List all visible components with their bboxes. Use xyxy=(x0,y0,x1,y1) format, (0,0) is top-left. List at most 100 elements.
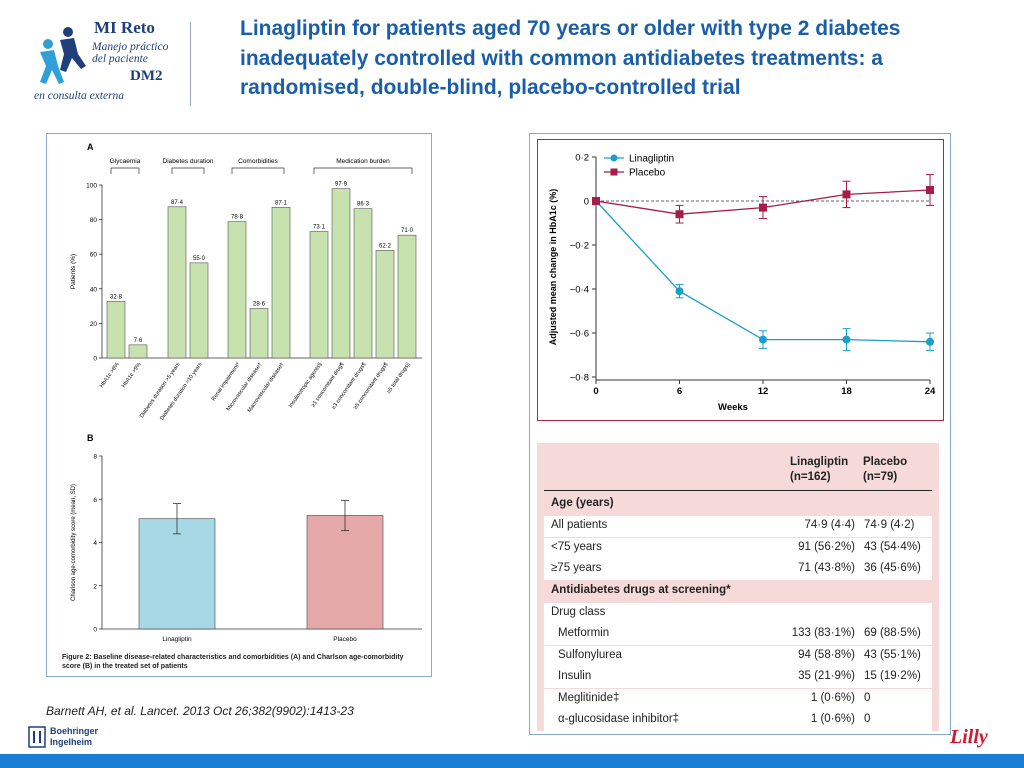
panel-a-data-label: 71·0 xyxy=(401,228,414,234)
line-chart-y-tick-label: −0·6 xyxy=(570,329,589,340)
line-chart-y-tick-label: 0 xyxy=(584,197,589,208)
panel-a-x-tick-label: HbA1c >8% xyxy=(99,362,121,389)
table-row: All patients 74·9 (4·4) 74·9 (4·2) xyxy=(544,516,932,537)
table-row-label: Metformin xyxy=(558,627,610,639)
table-row-label: Sulfonylurea xyxy=(558,648,622,661)
table-cell-placebo: 0 xyxy=(864,713,871,725)
table-cell-placebo: 36 (45·6%) xyxy=(864,562,921,574)
panel-a-bar xyxy=(375,250,395,359)
panel-a-bar xyxy=(167,206,187,359)
panel-a-bar xyxy=(249,308,269,359)
table-row-label: Age (years) xyxy=(551,497,614,509)
panel-a-data-label: 73·1 xyxy=(313,225,326,231)
table-section-header: Age (years) xyxy=(537,494,939,515)
table-cell-placebo: 0 xyxy=(864,691,871,704)
panel-b-x-tick-label: Linagliptin xyxy=(162,636,192,643)
logo-subtitle-3: en consulta externa xyxy=(34,90,125,102)
bar-chart-panel-a: A 0 20 40 60 80 100 Patients (%) Glycaemia Diabet… xyxy=(70,142,422,422)
table-row: ≥75 years 71 (43·8%) 36 (45·6%) xyxy=(544,559,932,580)
bar-chart-panel-b: B 0 2 4 6 8 Charlson age-comorbidity score (me… xyxy=(71,433,422,643)
panel-a-group-label: Medication burden xyxy=(336,158,390,165)
line-chart-y-tick-label: −0·2 xyxy=(570,241,589,252)
line-chart-point-placebo xyxy=(592,197,600,205)
legend-marker-placebo xyxy=(610,168,618,176)
table-cell-linagliptin: 91 (56·2%) xyxy=(798,540,855,553)
table-row-label: ≥75 years xyxy=(551,562,602,574)
panel-a-bar xyxy=(353,208,373,359)
line-chart-point-linagliptin xyxy=(842,335,851,344)
panel-a-bar xyxy=(106,300,126,359)
panel-b-y-label: Charlson age-comorbidity score (mean, SD… xyxy=(71,484,77,601)
panel-a-group-bracket xyxy=(313,167,413,174)
panel-a-y-tick-label: 0 xyxy=(93,356,97,363)
panel-b-y-tick-label: 4 xyxy=(93,540,97,547)
line-chart-x-tick-label: 12 xyxy=(758,386,769,397)
panel-a-x-tick-label: ≥5 total drugs|| xyxy=(386,362,412,395)
line-chart-x-tick-label: 24 xyxy=(925,386,936,397)
line-chart-point-placebo xyxy=(926,186,934,194)
panel-a-x-tick-label: Diabetes duration >10 years xyxy=(159,362,204,422)
legend-label-linagliptin: Linagliptin xyxy=(629,154,674,165)
table-row-label: Drug class xyxy=(551,605,606,618)
panel-a-data-label: 78·8 xyxy=(231,215,244,221)
logo-dm2: DM2 xyxy=(130,68,163,84)
panel-a-group-bracket xyxy=(110,167,140,174)
line-chart-y-tick-label: −0·4 xyxy=(570,285,589,296)
panel-a-data-label: 87·4 xyxy=(171,200,184,206)
table-cell-linagliptin: 35 (21·9%) xyxy=(798,670,855,682)
line-chart-hba1c: 0·2 0 −0·2 −0·4 −0·6 −0·8 0 6 12 18 24 Weeks Adjuste… xyxy=(548,153,936,414)
panel-a-x-tick-label: Diabetes duration >5 years xyxy=(139,362,182,420)
table-row-label: <75 years xyxy=(551,540,602,553)
line-chart-series-linagliptin xyxy=(595,200,931,343)
panel-a-data-label: 32·8 xyxy=(110,294,123,300)
table-cell-linagliptin: 133 (83·1%) xyxy=(791,627,855,639)
boehringer-logo: Boehringer Ingelheim xyxy=(28,724,108,750)
panel-a-x-tick-label: HbA1c >9% xyxy=(121,362,143,389)
table-header-rule xyxy=(544,490,932,491)
panel-a-bar xyxy=(128,344,148,359)
line-chart-x-label: Weeks xyxy=(718,402,748,413)
panel-b-y-tick-label: 8 xyxy=(93,454,97,461)
line-chart-y-tick-label: −0·8 xyxy=(570,373,589,384)
table-row: Metformin 133 (83·1%) 69 (88·5%) xyxy=(544,624,932,645)
panel-a-data-label: 28·6 xyxy=(253,302,266,308)
boehringer-line2: Ingelheim xyxy=(50,737,93,747)
table-row: <75 years 91 (56·2%) 43 (54·4%) xyxy=(544,537,932,559)
figure2-panel: A 0 20 40 60 80 100 Patients (%) Glycaemia Diabet… xyxy=(46,133,432,677)
table-cell-placebo: 43 (54·4%) xyxy=(864,540,921,553)
table-row-label: α-glucosidase inhibitor‡ xyxy=(558,713,680,725)
panel-a-bar xyxy=(397,234,417,359)
panel-a-y-tick-label: 80 xyxy=(90,217,98,224)
line-chart-point-linagliptin xyxy=(759,335,767,344)
table-header-linagliptin: Linagliptin (n=162) xyxy=(790,456,849,483)
panel-b-letter: B xyxy=(87,433,94,443)
bottom-bar xyxy=(0,754,1024,768)
table-row: Meglitinide‡ 1 (0·6%) 0 xyxy=(544,688,932,710)
boehringer-icon xyxy=(28,726,46,748)
panel-a-letter: A xyxy=(87,142,94,152)
people-figure-icon xyxy=(40,27,86,84)
table-row: Sulfonylurea 94 (58·8%) 43 (55·1%) xyxy=(544,645,932,667)
line-chart-point-linagliptin xyxy=(926,337,934,346)
table-row-label: Antidiabetes drugs at screening* xyxy=(551,583,731,596)
panel-a-data-label: 97·9 xyxy=(335,182,348,188)
line-chart-y-label: Adjusted mean change in HbA1c (%) xyxy=(548,189,558,346)
panel-a-data-label: 55·0 xyxy=(193,256,206,262)
panel-b-y-tick-label: 2 xyxy=(93,583,97,590)
boehringer-line1: Boehringer xyxy=(50,726,99,736)
panel-a-y-tick-label: 20 xyxy=(90,321,98,328)
table-row-label: Meglitinide‡ xyxy=(558,691,620,704)
panel-a-y-tick-label: 100 xyxy=(86,183,97,190)
table-cell-placebo: 15 (19·2%) xyxy=(864,670,921,682)
panel-b-y-tick-label: 6 xyxy=(93,497,97,504)
table-row-label: Insulin xyxy=(558,670,592,682)
panel-a-data-label: 86·3 xyxy=(357,202,370,208)
panel-a-bar xyxy=(271,207,291,359)
logo-subtitle-2: del paciente xyxy=(92,53,148,65)
table-cell-placebo: 69 (88·5%) xyxy=(864,627,921,639)
table-row: Drug class xyxy=(544,602,932,624)
table-cell-placebo: 43 (55·1%) xyxy=(864,648,921,661)
panel-a-group-bracket xyxy=(231,167,285,174)
baseline-table: Linagliptin (n=162) Placebo (n=79) Age (… xyxy=(537,443,939,731)
table-cell-linagliptin: 74·9 (4·4) xyxy=(804,519,856,531)
